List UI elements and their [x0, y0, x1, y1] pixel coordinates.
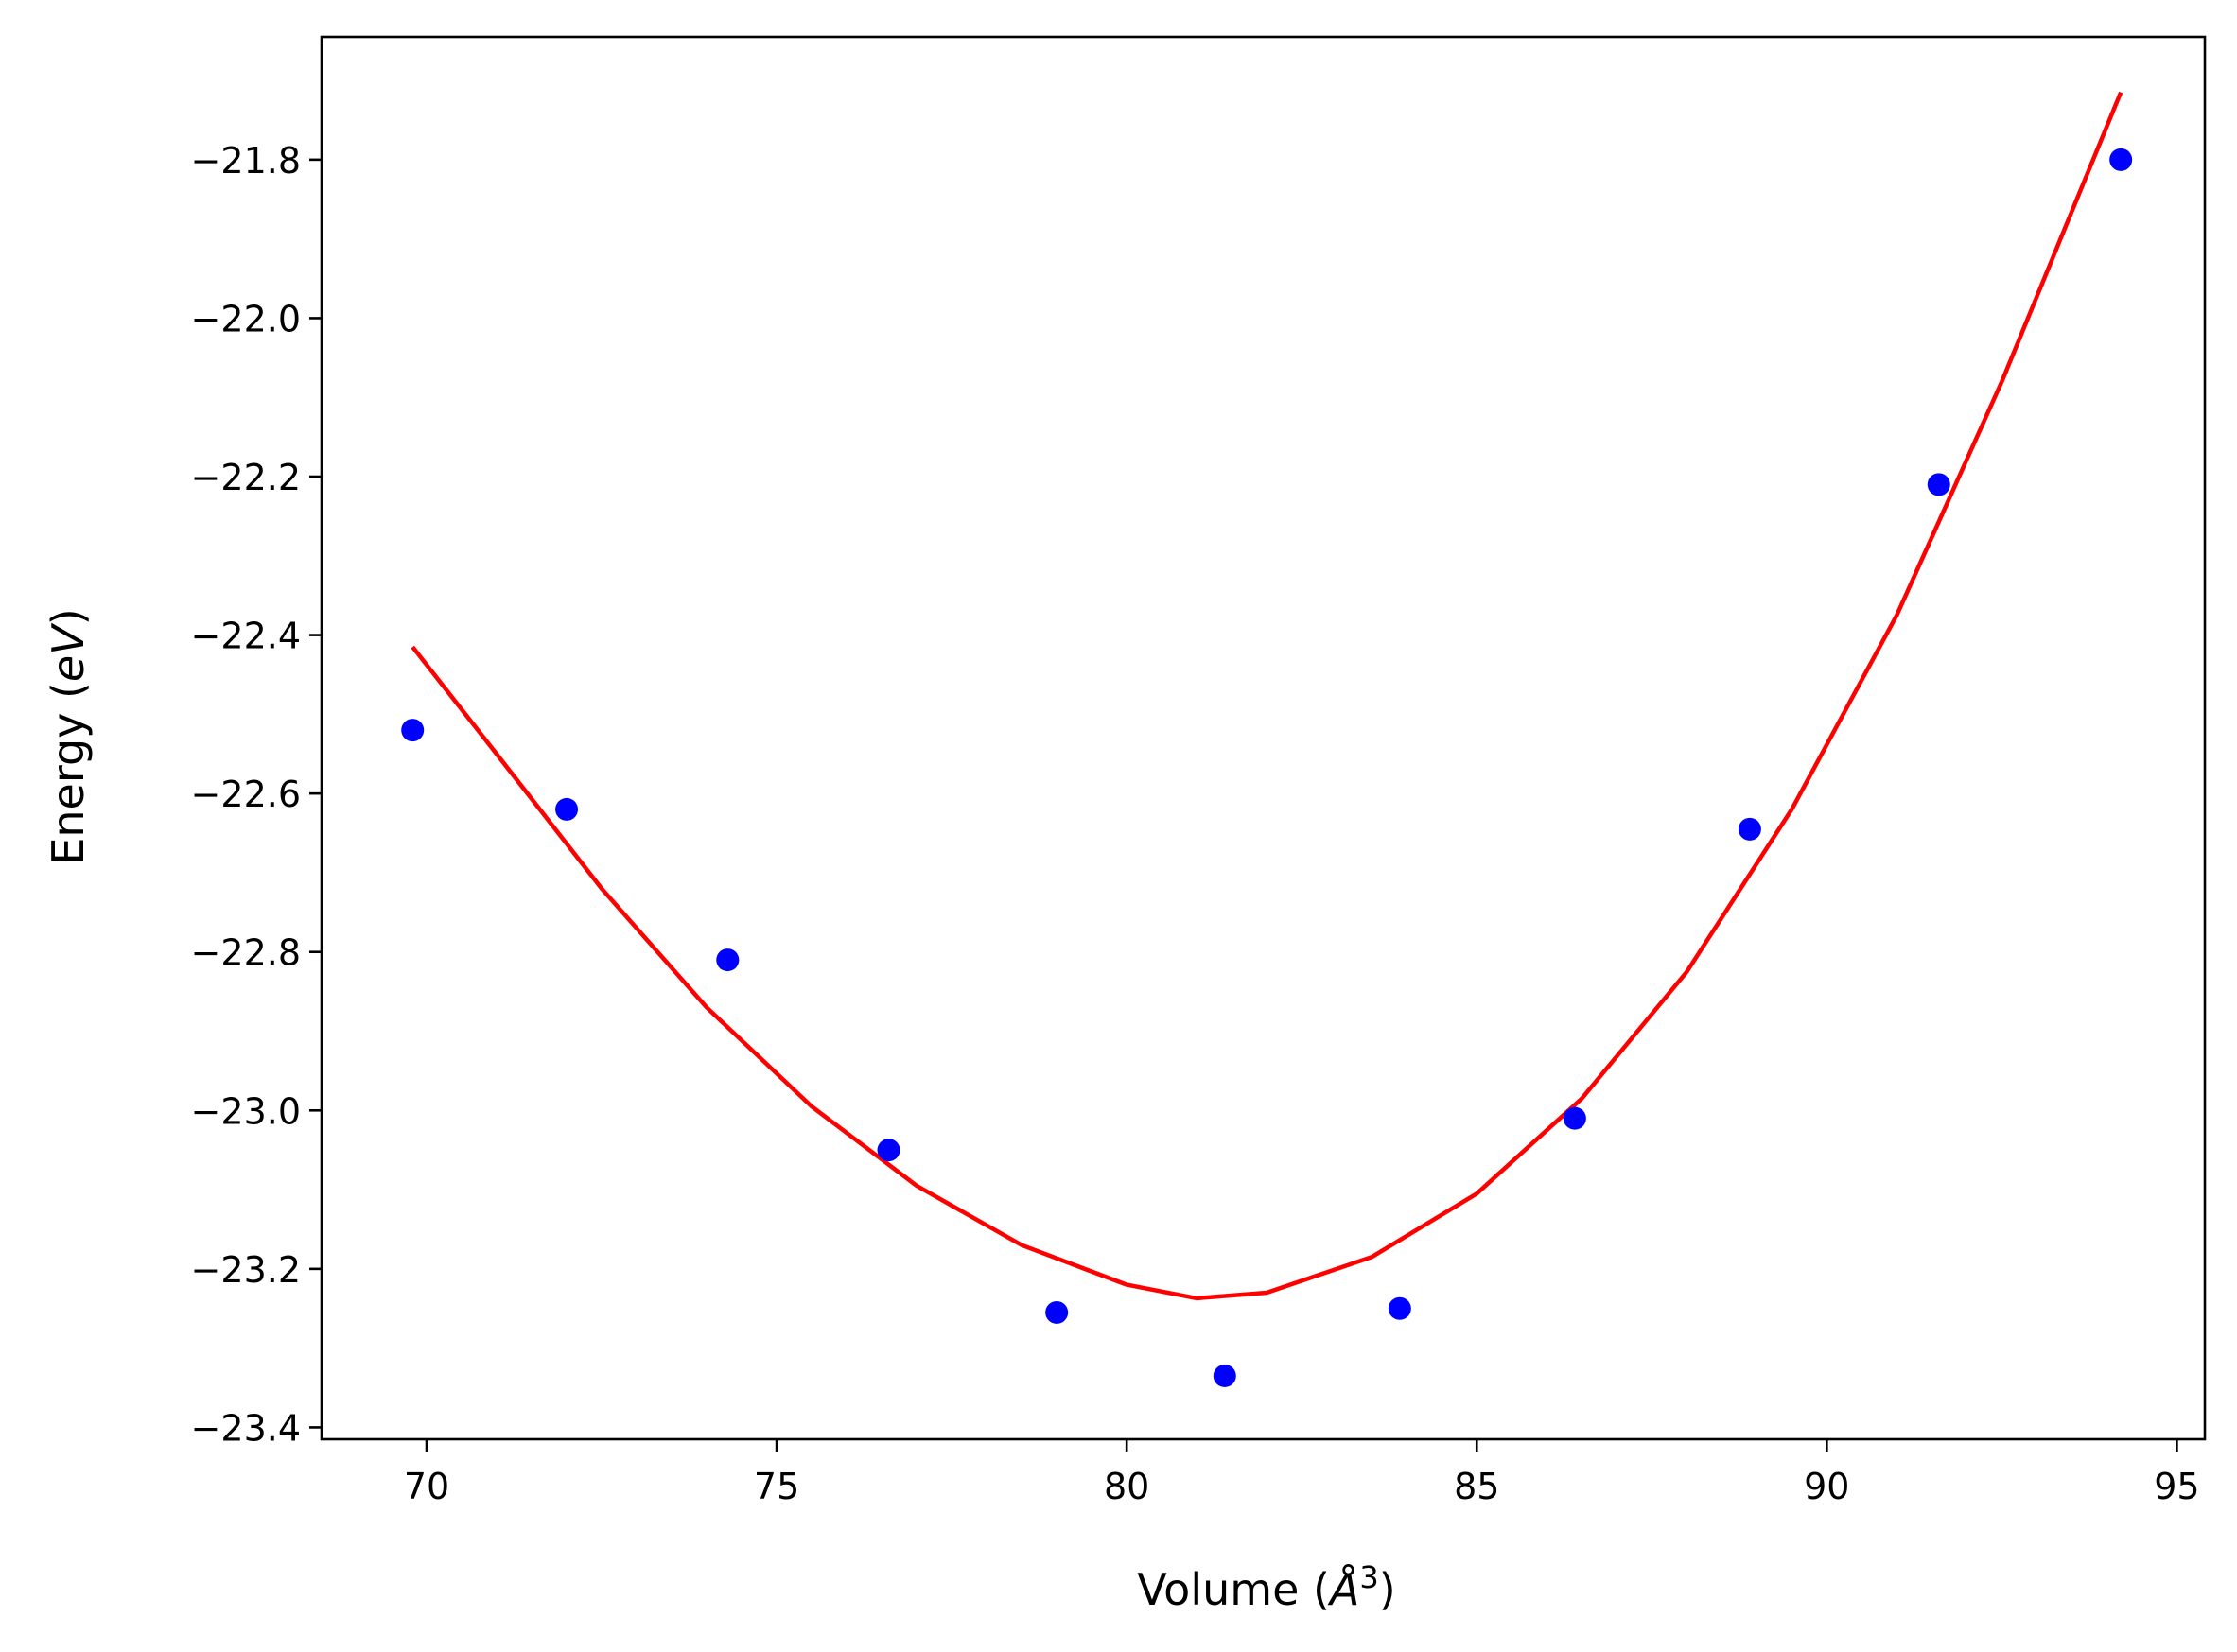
plot-frame: [320, 35, 2207, 1441]
y-tick-label: −22.0: [191, 298, 301, 339]
data-point: [2109, 148, 2133, 171]
x-tick-label: 80: [1104, 1466, 1149, 1507]
y-tick-label: −21.8: [191, 140, 301, 182]
data-point: [1927, 473, 1950, 496]
data-point: [716, 948, 740, 972]
data-point: [555, 797, 579, 821]
y-tick-label: −22.2: [191, 457, 301, 498]
y-axis-label: Energy (eV): [43, 608, 94, 864]
data-point: [1045, 1300, 1069, 1324]
data-point: [1213, 1364, 1236, 1387]
x-tick-label: 95: [2154, 1466, 2199, 1507]
data-point: [1563, 1106, 1586, 1130]
y-tick-label: −22.6: [191, 774, 301, 815]
x-tick-label: 90: [1804, 1466, 1849, 1507]
y-axis-ticks: −21.8 −22.0 −22.2 −22.4 −22.6 −22.8 −23.0 −23.2…: [191, 140, 322, 1449]
y-tick-label: −22.4: [191, 616, 301, 657]
plot-marks: [401, 91, 2133, 1387]
x-tick-label: 70: [404, 1466, 449, 1507]
data-point: [1388, 1296, 1411, 1320]
data-point: [1738, 817, 1761, 841]
y-tick-label: −23.4: [191, 1407, 301, 1449]
fit-curve: [411, 91, 2123, 1301]
data-point: [877, 1139, 900, 1162]
y-tick-label: −22.8: [191, 932, 301, 974]
x-axis-label: Volume (Å3): [1137, 1559, 1395, 1615]
y-tick-label: −23.0: [191, 1090, 301, 1132]
data-point: [401, 719, 425, 742]
x-tick-label: 85: [1454, 1466, 1499, 1507]
x-tick-label: 75: [754, 1466, 799, 1507]
y-tick-label: −23.2: [191, 1249, 301, 1291]
x-axis-ticks: 70 75 80 85 90 95: [404, 1439, 2200, 1507]
